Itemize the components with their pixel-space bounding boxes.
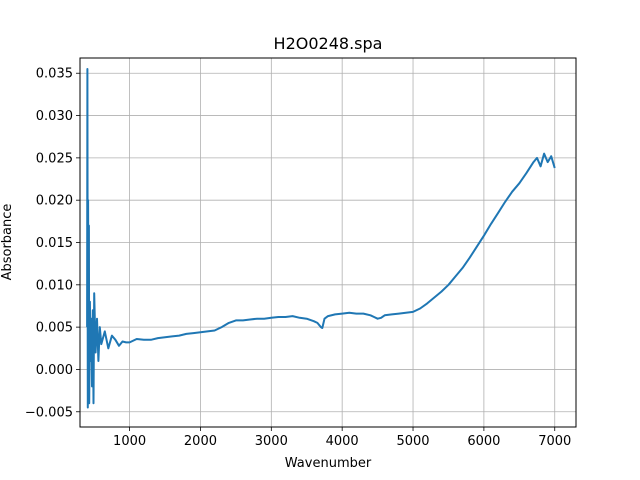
y-tick-label: 0.005 xyxy=(36,321,73,336)
x-tick-label: 4000 xyxy=(326,434,359,449)
x-tick-label: 2000 xyxy=(184,434,217,449)
x-tick-label: 5000 xyxy=(396,434,429,449)
grid xyxy=(80,58,576,427)
y-tick-label: 0.030 xyxy=(36,109,73,124)
x-axis-label: Wavenumber xyxy=(285,456,372,471)
x-tick-label: 3000 xyxy=(255,434,288,449)
y-axis-ticks: −0.005 0.000 0.005 0.010 0.015 0.020 0.025 0.03… xyxy=(25,67,80,420)
y-tick-label: 0.010 xyxy=(36,278,73,293)
y-tick-label: 0.025 xyxy=(36,151,73,166)
chart-title: H2O0248.spa xyxy=(274,34,383,53)
y-tick-label: 0.015 xyxy=(36,236,73,251)
y-tick-label: 0.020 xyxy=(36,194,73,209)
y-tick-label: 0.035 xyxy=(36,67,73,82)
x-tick-label: 7000 xyxy=(538,434,571,449)
x-axis-ticks: 1000 2000 3000 4000 5000 6000 7000 xyxy=(113,427,571,449)
absorbance-line xyxy=(86,68,556,409)
x-tick-label: 1000 xyxy=(113,434,146,449)
y-axis-label: Absorbance xyxy=(0,204,15,281)
series-layer xyxy=(86,68,556,409)
y-tick-label: 0.000 xyxy=(36,363,73,378)
y-tick-label: −0.005 xyxy=(25,405,73,420)
x-tick-label: 6000 xyxy=(467,434,500,449)
